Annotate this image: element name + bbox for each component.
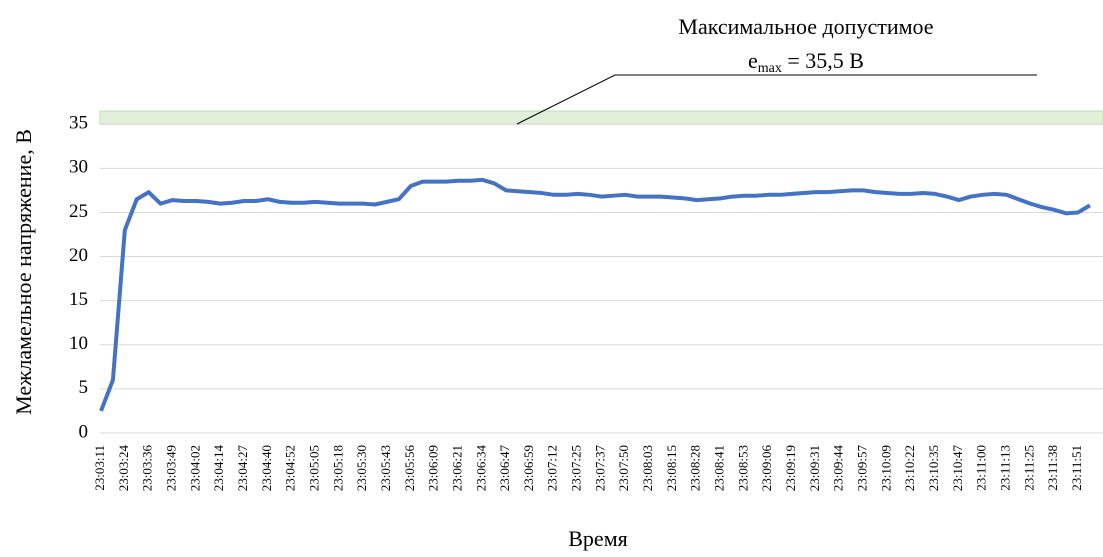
leader-line xyxy=(516,74,1037,125)
x-tick-label: 23:04:40 xyxy=(259,445,274,491)
x-tick-label: 23:06:47 xyxy=(497,445,512,492)
x-tick-label: 23:09:19 xyxy=(783,445,798,491)
x-tick-label: 23:08:28 xyxy=(688,445,703,491)
x-tick-label: 23:11:13 xyxy=(997,445,1012,491)
annotation-line1: Максимальное допустимое xyxy=(678,14,933,39)
annotation-symbol: e xyxy=(748,48,758,73)
y-tick-label: 5 xyxy=(79,377,89,398)
x-tick-label: 23:05:30 xyxy=(354,445,369,491)
x-tick-label: 23:09:44 xyxy=(831,445,846,492)
x-tick-label: 23:03:24 xyxy=(116,445,131,492)
x-tick-label: 23:06:21 xyxy=(449,445,464,491)
x-tick-label: 23:04:14 xyxy=(211,445,226,492)
x-tick-label: 23:09:57 xyxy=(855,445,870,492)
grid xyxy=(99,110,1103,434)
x-tick-label: 23:10:22 xyxy=(902,445,917,491)
annotation-subscript: max xyxy=(758,61,782,76)
x-tick-label: 23:03:36 xyxy=(140,445,155,492)
x-tick-label: 23:11:25 xyxy=(1021,445,1036,491)
x-tick-label: 23:10:35 xyxy=(926,445,941,491)
x-tick-label: 23:07:25 xyxy=(569,445,584,491)
x-tick-label: 23:07:37 xyxy=(592,445,607,492)
x-tick-label: 23:11:00 xyxy=(974,445,989,491)
y-tick-label: 30 xyxy=(69,157,88,178)
y-tick-label: 0 xyxy=(79,421,89,442)
x-tick-label: 23:09:06 xyxy=(759,445,774,492)
x-tick-label: 23:08:53 xyxy=(735,445,750,491)
x-tick-label: 23:04:02 xyxy=(187,445,202,491)
annotation-rest: = 35,5 В xyxy=(782,48,864,73)
x-tick-label: 23:07:12 xyxy=(545,445,560,491)
x-tick-label: 23:08:41 xyxy=(712,445,727,491)
x-tick-label: 23:06:34 xyxy=(473,445,488,492)
x-tick-label: 23:08:03 xyxy=(640,445,655,491)
x-tick-label: 23:05:56 xyxy=(402,445,417,492)
x-tick-label: 23:04:27 xyxy=(235,445,250,492)
y-axis-label: Межламельное напряжение, В xyxy=(11,129,36,415)
x-tick-label: 23:11:51 xyxy=(1069,445,1084,491)
x-tick-label: 23:04:52 xyxy=(283,445,298,491)
annotation-formula: emax = 35,5 В xyxy=(748,48,864,76)
data-line xyxy=(99,177,1091,412)
y-tick-label: 10 xyxy=(69,333,88,354)
x-tick-label: 23:05:43 xyxy=(378,445,393,491)
x-tick-label: 23:10:47 xyxy=(950,445,965,492)
y-tick-label: 15 xyxy=(69,289,88,310)
x-tick-label: 23:06:09 xyxy=(426,445,441,491)
x-tick-label: 23:03:11 xyxy=(92,445,107,491)
x-tick-label: 23:05:18 xyxy=(330,445,345,491)
y-tick-label: 25 xyxy=(69,201,88,222)
y-tick-label: 20 xyxy=(69,245,88,266)
x-tick-label: 23:03:49 xyxy=(163,445,178,491)
x-tick-label: 23:06:59 xyxy=(521,445,536,491)
x-tick-label: 23:10:09 xyxy=(878,445,893,491)
x-tick-label: 23:11:38 xyxy=(1045,445,1060,491)
threshold-band xyxy=(99,110,1103,125)
x-axis-label: Время xyxy=(568,526,627,551)
x-tick-label: 23:07:50 xyxy=(616,445,631,491)
x-tick-label: 23:09:31 xyxy=(807,445,822,491)
x-tick-label: 23:08:15 xyxy=(664,445,679,491)
y-tick-label: 35 xyxy=(69,113,88,134)
x-tick-label: 23:05:05 xyxy=(306,445,321,491)
